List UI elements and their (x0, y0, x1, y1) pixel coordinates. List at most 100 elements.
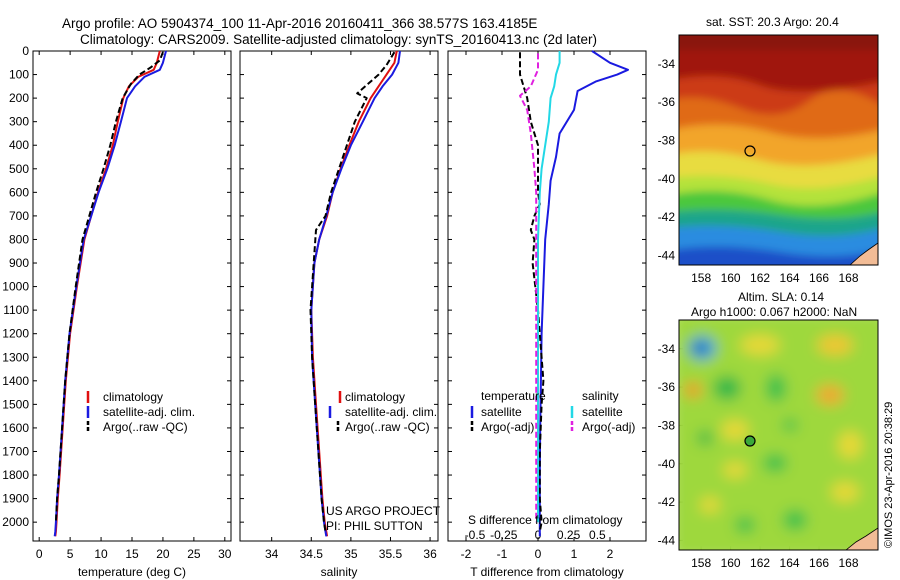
sst-y-tick-label: -42 (658, 210, 676, 224)
x-tick-label: 30 (218, 547, 232, 561)
x-tick-label: 0 (36, 547, 43, 561)
pi-credit: PI: PHIL SUTTON (326, 519, 423, 533)
sst-x-tick-label: 162 (750, 271, 770, 285)
legend-title-salinity: salinity (582, 389, 619, 403)
y-tick-label: 1000 (2, 280, 29, 294)
s-tick-label: 0.25 (557, 528, 581, 542)
sla-x-tick-label: 166 (809, 556, 829, 570)
x-tick-label: 15 (125, 547, 139, 561)
legend-label-t-argo: Argo(-adj) (481, 420, 534, 434)
sla-x-tick-label: 162 (750, 556, 770, 570)
difference-x-axis-label: T difference from climatology (470, 565, 624, 579)
x-tick-label: 25 (187, 547, 201, 561)
header-line-2: Climatology: CARS2009. Satellite-adjuste… (80, 32, 597, 47)
series-temperature-1 (53, 50, 167, 537)
sla-argo-float-marker (744, 435, 756, 447)
difference-legend: temperature salinity satellite Argo(-adj… (470, 389, 635, 434)
s-tick-label: 0.5 (589, 528, 606, 542)
sst-y-tick-label: -44 (658, 248, 676, 262)
sla-y-tick-label: -38 (658, 418, 676, 432)
y-tick-label: 1400 (2, 374, 29, 388)
legend-label-satellite: satellite-adj. clim. (103, 405, 195, 419)
project-credit: US ARGO PROJECT (326, 504, 441, 518)
legend-label-climatology: climatology (103, 390, 163, 404)
sst-argo-float-marker (744, 145, 756, 157)
x-tick-label: 20 (156, 547, 170, 561)
salinity-panel (239, 50, 439, 542)
y-tick-label: 2000 (2, 515, 29, 529)
sst-map-title: sat. SST: 20.3 Argo: 20.4 (706, 15, 839, 29)
sst-x-tick-label: 160 (721, 271, 741, 285)
sla-x-tick-label: 164 (780, 556, 800, 570)
x-tick-label: 34.5 (300, 547, 324, 561)
y-tick-label: 500 (9, 162, 29, 176)
y-tick-label: 1500 (2, 397, 29, 411)
sla-map-title-1: Altim. SLA: 0.14 (738, 290, 824, 304)
difference-panel (447, 50, 647, 542)
y-tick-label: 1300 (2, 350, 29, 364)
sst-x-tick-label: 166 (809, 271, 829, 285)
y-tick-label: 900 (9, 256, 29, 270)
sla-y-tick-label: -36 (658, 380, 676, 394)
sst-y-tick-label: -34 (658, 57, 676, 71)
series-difference-0 (538, 50, 629, 537)
sla-y-tick-label: -42 (658, 495, 676, 509)
s-tick-label: -0.25 (490, 528, 518, 542)
y-tick-label: 1200 (2, 327, 29, 341)
sla-y-tick-label: -44 (658, 533, 676, 547)
header-line-1: Argo profile: AO 5904374_100 11-Apr-2016… (62, 16, 537, 31)
sla-y-tick-label: -40 (658, 457, 676, 471)
x-tick-label: 35.5 (379, 547, 403, 561)
sst-x-tick-label: 164 (780, 271, 800, 285)
sst-y-tick-label: -38 (658, 133, 676, 147)
x-tick-label: 2 (607, 547, 614, 561)
y-tick-label: 0 (22, 44, 29, 58)
x-tick-label: 5 (67, 547, 74, 561)
y-tick-label: 1800 (2, 468, 29, 482)
sst-x-tick-label: 158 (691, 271, 711, 285)
sla-y-tick-label: -34 (658, 342, 676, 356)
sst-y-tick-label: -36 (658, 95, 676, 109)
legend-label-s-argo: Argo(-adj) (582, 420, 635, 434)
y-tick-label: 700 (9, 209, 29, 223)
imos-watermark: ©IMOS 23-Apr-2016 20:38:29 (883, 402, 895, 548)
y-tick-label: 400 (9, 138, 29, 152)
sst-map: sat. SST: 20.3 Argo: 20.4 (678, 15, 879, 266)
sst-y-tick-label: -40 (658, 172, 676, 186)
legend-label-argo: Argo(..raw -QC) (103, 420, 188, 434)
series-difference-2 (537, 51, 561, 523)
temperature-x-axis-label: temperature (deg C) (78, 565, 186, 579)
y-tick-label: 1100 (3, 303, 29, 317)
y-tick-label: 600 (9, 185, 29, 199)
s-tick-label: 0 (535, 528, 542, 542)
temperature-panel (32, 50, 232, 542)
legend-label-argo: Argo(..raw -QC) (345, 420, 430, 434)
series-temperature-0 (54, 50, 161, 537)
temperature-legend: climatology satellite-adj. clim. Argo(..… (86, 390, 195, 434)
legend-label-t-satellite: satellite (481, 405, 522, 419)
sla-map-title-2: Argo h1000: 0.067 h2000: NaN (691, 305, 857, 319)
x-tick-label: 34 (265, 547, 279, 561)
series-salinity-2 (309, 51, 396, 532)
series-difference-1 (519, 52, 545, 532)
series-difference-3 (519, 53, 539, 523)
legend-label-s-satellite: satellite (582, 405, 623, 419)
legend-title-temperature: temperature (481, 389, 546, 403)
x-tick-label: 35 (344, 547, 358, 561)
sla-x-tick-label: 158 (691, 556, 711, 570)
x-tick-label: 0 (535, 547, 542, 561)
s-diff-axis-label: S difference from climatology (468, 513, 623, 527)
y-tick-label: 100 (9, 68, 29, 82)
y-tick-label: 800 (9, 232, 29, 246)
series-salinity-1 (310, 50, 401, 537)
y-tick-label: 1600 (2, 421, 29, 435)
sla-x-tick-label: 160 (721, 556, 741, 570)
s-tick-label: -0.5 (465, 528, 486, 542)
series-temperature-2 (54, 51, 164, 523)
x-tick-label: 36 (423, 547, 437, 561)
y-tick-label: 300 (9, 115, 29, 129)
x-tick-label: -1 (497, 547, 508, 561)
salinity-legend: climatology satellite-adj. clim. Argo(..… (328, 390, 437, 434)
y-tick-label: 1900 (2, 492, 29, 506)
